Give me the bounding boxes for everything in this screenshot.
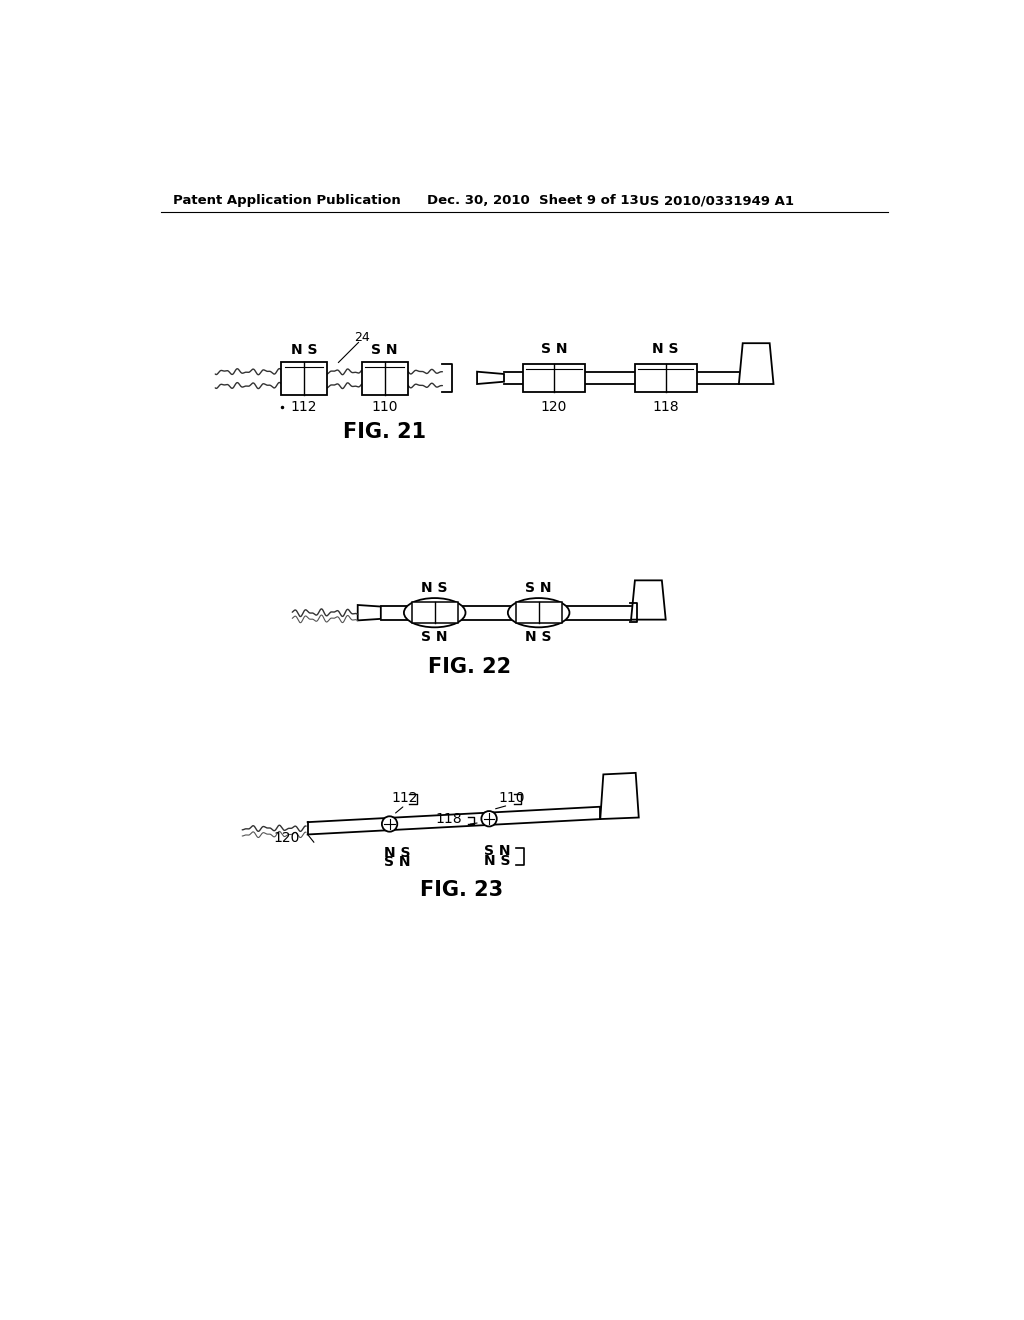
Bar <box>515 602 562 623</box>
Polygon shape <box>631 581 666 619</box>
Text: S N: S N <box>525 581 552 595</box>
Text: US 2010/0331949 A1: US 2010/0331949 A1 <box>639 194 794 207</box>
Text: S N: S N <box>372 343 398 358</box>
Text: S N: S N <box>541 342 567 355</box>
Text: S N: S N <box>422 631 447 644</box>
Text: 110: 110 <box>499 791 525 804</box>
Text: S N: S N <box>483 845 510 858</box>
Text: N S: N S <box>291 343 317 358</box>
Text: S N: S N <box>384 855 411 869</box>
Bar <box>281 363 327 395</box>
Text: FIG. 21: FIG. 21 <box>343 422 426 442</box>
Text: 24: 24 <box>353 331 370 345</box>
Circle shape <box>382 816 397 832</box>
Text: N S: N S <box>384 846 411 859</box>
Bar <box>361 363 408 395</box>
Polygon shape <box>739 343 773 384</box>
Polygon shape <box>357 605 381 620</box>
Ellipse shape <box>403 598 466 627</box>
Text: Dec. 30, 2010  Sheet 9 of 13: Dec. 30, 2010 Sheet 9 of 13 <box>427 194 639 207</box>
Text: FIG. 22: FIG. 22 <box>428 656 511 677</box>
Text: 118: 118 <box>435 812 462 826</box>
Text: 110: 110 <box>372 400 398 414</box>
Text: 120: 120 <box>541 400 567 414</box>
Bar <box>635 364 696 392</box>
Ellipse shape <box>508 598 569 627</box>
Text: N S: N S <box>422 581 447 595</box>
Polygon shape <box>600 774 639 818</box>
Text: 112: 112 <box>291 400 317 414</box>
Polygon shape <box>477 372 504 384</box>
Circle shape <box>481 810 497 826</box>
Text: FIG. 23: FIG. 23 <box>420 880 503 900</box>
Text: Patent Application Publication: Patent Application Publication <box>173 194 400 207</box>
Text: N S: N S <box>525 631 552 644</box>
Bar <box>412 602 458 623</box>
Text: N S: N S <box>483 854 510 867</box>
Text: 118: 118 <box>652 400 679 414</box>
Text: 112: 112 <box>392 791 418 804</box>
Text: 120: 120 <box>273 830 300 845</box>
Bar <box>523 364 585 392</box>
Text: N S: N S <box>652 342 679 355</box>
